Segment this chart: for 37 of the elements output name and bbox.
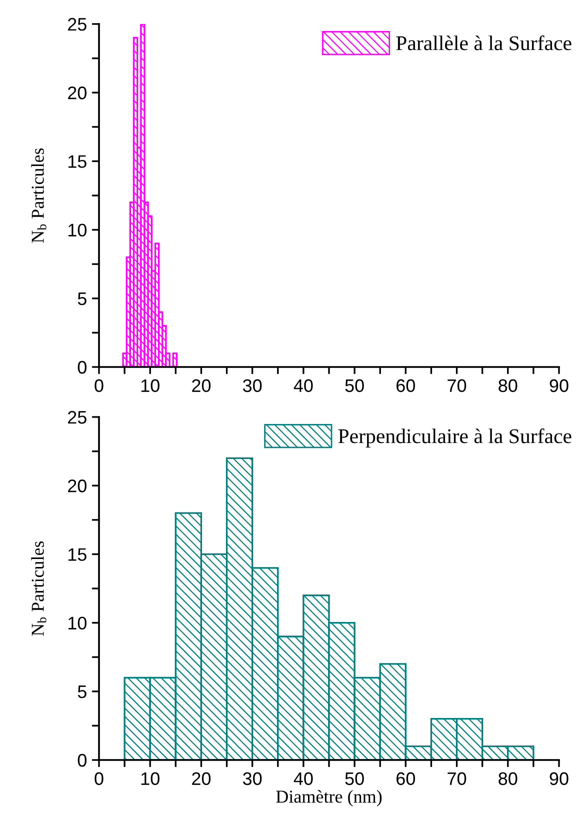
y-tick-label: 10	[68, 616, 86, 630]
y-tick-label: 15	[68, 548, 86, 561]
y-tick-label: 20	[68, 480, 86, 492]
x-tick-label: 10	[141, 379, 160, 392]
x-tick-label: 20	[192, 772, 211, 786]
x-tick-label: 60	[396, 772, 416, 786]
y-tick-label: 15	[68, 155, 86, 168]
x-tick-label: 70	[448, 379, 466, 392]
x-tick-label: 80	[498, 772, 518, 786]
y-tick-label: 25	[68, 18, 86, 31]
x-axis-title: Diamètre (nm)	[276, 790, 382, 806]
x-tick-label: 90	[550, 772, 568, 786]
x-tick-label: 50	[345, 379, 364, 392]
y-axis-title: N$_{b}$ Particules	[31, 541, 46, 636]
y-tick-label: 10	[68, 224, 86, 237]
x-tick-label: 40	[294, 772, 313, 786]
y-tick-label: 20	[68, 86, 86, 100]
x-tick-label: 0	[94, 379, 104, 392]
y-tick-label: 0	[78, 360, 86, 374]
x-tick-label: 40	[294, 379, 313, 392]
x-tick-label: 80	[498, 379, 518, 392]
x-tick-label: 30	[242, 379, 262, 392]
legend-label: Parallèle à la Surface	[396, 35, 572, 50]
y-tick-label: 5	[78, 292, 86, 306]
legend-label: Perpendiculaire à la Surface	[338, 428, 572, 448]
x-tick-label: 50	[345, 772, 364, 786]
y-tick-label: 5	[78, 686, 86, 698]
x-tick-label: 70	[448, 772, 466, 786]
x-tick-label: 10	[141, 772, 160, 786]
x-tick-label: 30	[242, 772, 262, 786]
x-tick-label: 60	[396, 379, 416, 392]
y-axis-title: N$_{b}$ Particules	[31, 148, 46, 243]
y-tick-label: 25	[68, 410, 86, 424]
x-tick-label: 0	[94, 772, 104, 786]
x-tick-label: 90	[550, 379, 568, 392]
x-tick-label: 20	[192, 379, 211, 392]
y-tick-label: 0	[78, 754, 86, 767]
